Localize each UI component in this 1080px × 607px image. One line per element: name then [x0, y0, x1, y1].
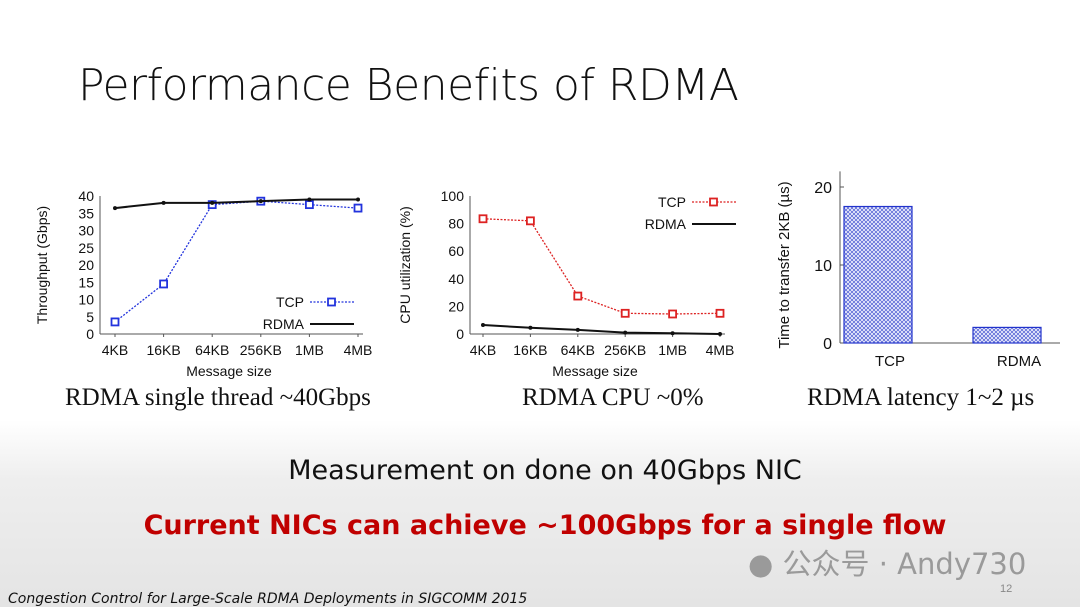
- measurement-note: Measurement on done on 40Gbps NIC: [288, 455, 802, 486]
- wechat-icon: ●: [748, 547, 774, 581]
- slide-title: Performance Benefits of RDMA: [78, 60, 739, 111]
- data-point-tcp: [715, 308, 725, 318]
- y-tick-label: 20: [814, 180, 832, 197]
- x-tick-label: 1MB: [658, 342, 687, 358]
- data-point-tcp: [620, 308, 630, 318]
- y-tick-label: 15: [78, 274, 94, 290]
- y-tick-label: 25: [78, 240, 94, 256]
- data-point-tcp: [478, 214, 488, 224]
- data-point-tcp: [110, 317, 120, 327]
- series-line-tcp: [114, 200, 359, 323]
- data-point-tcp: [573, 291, 583, 301]
- data-point-rdma: [528, 325, 533, 330]
- data-point-rdma: [718, 332, 722, 336]
- data-point-tcp: [353, 203, 363, 213]
- x-tick-label: 4KB: [470, 342, 496, 358]
- data-point-tcp: [159, 279, 169, 289]
- legend-label-rdma: RDMA: [645, 216, 687, 232]
- data-point-rdma: [113, 206, 117, 211]
- y-tick-label: 30: [78, 223, 94, 239]
- x-tick-label: RDMA: [997, 353, 1041, 370]
- series-line-tcp: [482, 218, 721, 315]
- x-tick-label: 4MB: [344, 342, 373, 358]
- x-tick-label: 64KB: [195, 342, 229, 358]
- x-tick-label: 16KB: [146, 342, 180, 358]
- y-tick-label: 60: [448, 243, 464, 259]
- data-point-rdma: [623, 330, 628, 335]
- x-tick-label: 256KB: [240, 342, 282, 358]
- x-tick-label: TCP: [875, 353, 905, 370]
- citation: Congestion Control for Large-Scale RDMA …: [8, 591, 528, 607]
- legend-label-tcp: TCP: [276, 294, 304, 310]
- bar-tcp: [843, 205, 913, 344]
- legend-label-tcp: TCP: [658, 194, 686, 210]
- x-axis-label: Message size: [552, 363, 638, 379]
- y-tick-label: 0: [823, 336, 832, 353]
- highlight-note: Current NICs can achieve ~100Gbps for a …: [143, 510, 947, 541]
- y-tick-label: 35: [78, 205, 94, 221]
- data-point-rdma: [481, 323, 485, 328]
- caption-latency: RDMA latency 1~2 µs: [807, 384, 1035, 411]
- data-point-rdma: [210, 200, 215, 205]
- y-tick-label: 40: [78, 188, 94, 204]
- y-axis-label: Time to transfer 2KB (µs): [776, 181, 793, 348]
- y-tick-label: 0: [456, 326, 464, 342]
- x-axis-label: Message size: [186, 363, 272, 379]
- x-tick-label: 16KB: [513, 342, 547, 358]
- watermark-text: 公众号 · Andy730: [782, 547, 1027, 581]
- bar-rdma: [972, 326, 1042, 344]
- x-tick-label: 64KB: [561, 342, 595, 358]
- caption-throughput: RDMA single thread ~40Gbps: [65, 384, 371, 411]
- y-tick-label: 20: [448, 298, 464, 314]
- legend-marker-tcp: [327, 297, 336, 307]
- data-point-tcp: [526, 216, 535, 226]
- y-tick-label: 5: [86, 309, 94, 325]
- y-axis-label: Throughput (Gbps): [34, 206, 50, 324]
- data-point-rdma: [307, 197, 312, 202]
- data-point-rdma: [670, 331, 675, 336]
- legend-marker-tcp: [709, 197, 718, 207]
- legend-label-rdma: RDMA: [263, 316, 305, 332]
- y-axis-label: CPU utilization (%): [397, 206, 413, 323]
- x-tick-label: 4MB: [706, 342, 735, 358]
- x-tick-label: 256KB: [604, 342, 646, 358]
- data-point-tcp: [304, 200, 314, 210]
- series-line-rdma: [482, 324, 721, 335]
- y-tick-label: 20: [78, 257, 94, 273]
- x-tick-label: 4KB: [102, 342, 128, 358]
- page-number: 12: [1000, 583, 1013, 595]
- y-tick-label: 0: [86, 326, 94, 342]
- y-tick-label: 40: [448, 271, 464, 287]
- watermark: ● 公众号 · Andy730: [748, 549, 1026, 579]
- x-tick-label: 1MB: [295, 342, 324, 358]
- data-point-rdma: [356, 197, 360, 202]
- caption-cpu: RDMA CPU ~0%: [522, 384, 704, 411]
- data-point-rdma: [258, 199, 263, 204]
- y-tick-label: 10: [78, 292, 94, 308]
- data-point-tcp: [668, 309, 677, 319]
- y-tick-label: 10: [814, 258, 832, 275]
- y-tick-label: 80: [448, 216, 464, 232]
- y-tick-label: 100: [441, 188, 465, 204]
- data-point-rdma: [575, 327, 580, 332]
- series-line-rdma: [114, 198, 358, 210]
- data-point-rdma: [161, 200, 166, 205]
